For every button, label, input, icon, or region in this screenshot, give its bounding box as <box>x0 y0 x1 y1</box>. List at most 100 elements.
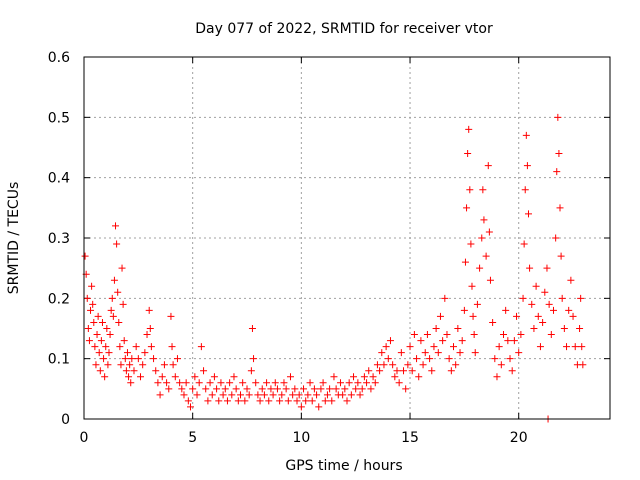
data-point <box>358 385 366 393</box>
data-point <box>121 355 129 363</box>
data-point <box>330 373 338 381</box>
data-point <box>234 397 242 405</box>
data-point <box>125 373 133 381</box>
data-point <box>108 294 116 302</box>
data-point <box>112 222 120 230</box>
data-point <box>156 391 164 399</box>
data-point <box>577 294 585 302</box>
data-point <box>395 379 403 387</box>
data-point <box>313 391 321 399</box>
data-point <box>343 397 351 405</box>
data-point <box>471 349 479 357</box>
data-point <box>380 361 388 369</box>
data-point <box>115 318 123 326</box>
data-point <box>436 312 444 320</box>
data-point <box>489 318 497 326</box>
data-point <box>515 349 523 357</box>
data-point <box>104 361 112 369</box>
data-point <box>256 397 264 405</box>
data-point <box>243 385 251 393</box>
y-tick-labels: 0 0.1 0.2 0.3 0.4 0.5 0.6 <box>48 50 70 428</box>
data-point <box>393 367 401 375</box>
data-point <box>90 318 98 326</box>
data-point <box>291 385 299 393</box>
data-point <box>81 252 89 260</box>
data-point <box>557 252 565 260</box>
data-point <box>88 282 96 290</box>
data-point <box>476 264 484 272</box>
data-point <box>176 379 184 387</box>
data-point <box>100 355 108 363</box>
data-point <box>232 385 240 393</box>
data-point <box>506 355 514 363</box>
data-point <box>465 125 473 133</box>
data-point <box>536 343 544 351</box>
data-point <box>293 397 301 405</box>
data-point <box>265 397 273 405</box>
data-point <box>300 385 308 393</box>
data-point <box>447 367 455 375</box>
data-point <box>553 168 561 176</box>
data-point <box>504 337 512 345</box>
data-point <box>215 397 223 405</box>
data-point <box>308 397 316 405</box>
data-point <box>160 361 168 369</box>
y-tick-label: 0.3 <box>48 231 70 247</box>
data-point <box>241 397 249 405</box>
data-point <box>321 397 329 405</box>
data-point <box>92 361 100 369</box>
data-point <box>117 361 125 369</box>
data-point <box>454 325 462 332</box>
data-point <box>470 331 478 339</box>
data-point <box>113 240 121 248</box>
data-point <box>89 300 97 308</box>
data-point <box>365 367 373 375</box>
data-point <box>347 391 355 399</box>
data-point <box>195 379 203 387</box>
data-point <box>263 379 271 387</box>
data-point <box>502 306 510 314</box>
data-point <box>441 294 449 302</box>
data-point <box>384 355 392 363</box>
data-point <box>461 258 469 266</box>
data-point <box>276 397 284 405</box>
data-point <box>165 385 173 393</box>
data-point <box>549 306 557 314</box>
data-point <box>213 385 221 393</box>
data-point <box>96 367 104 375</box>
y-tick-label: 0.6 <box>48 50 70 66</box>
data-point <box>478 234 486 242</box>
data-point <box>428 367 436 375</box>
data-point <box>134 355 142 363</box>
data-point <box>523 162 531 170</box>
data-point <box>463 204 471 212</box>
data-point <box>267 385 275 393</box>
data-point <box>141 349 149 357</box>
chart-title: Day 077 of 2022, SRMTID for receiver vto… <box>195 21 493 37</box>
data-point <box>269 391 277 399</box>
data-point <box>382 343 390 351</box>
data-point <box>282 385 290 393</box>
data-point <box>369 373 377 381</box>
data-point <box>571 343 579 351</box>
data-point <box>302 397 310 405</box>
data-point <box>200 367 208 375</box>
data-point <box>304 391 312 399</box>
data-point <box>530 325 538 332</box>
data-point <box>569 312 577 320</box>
data-point <box>284 397 292 405</box>
data-point <box>127 379 135 387</box>
data-point <box>547 331 555 339</box>
data-point <box>109 312 117 320</box>
data-point <box>526 264 534 272</box>
data-point <box>118 264 126 272</box>
data-point <box>236 391 244 399</box>
data-point <box>180 391 188 399</box>
grid <box>84 57 610 419</box>
data-point <box>278 391 286 399</box>
data-point <box>193 391 201 399</box>
y-tick-label: 0 <box>61 412 70 428</box>
data-point <box>521 186 529 194</box>
data-point <box>208 391 216 399</box>
data-point <box>389 361 397 369</box>
